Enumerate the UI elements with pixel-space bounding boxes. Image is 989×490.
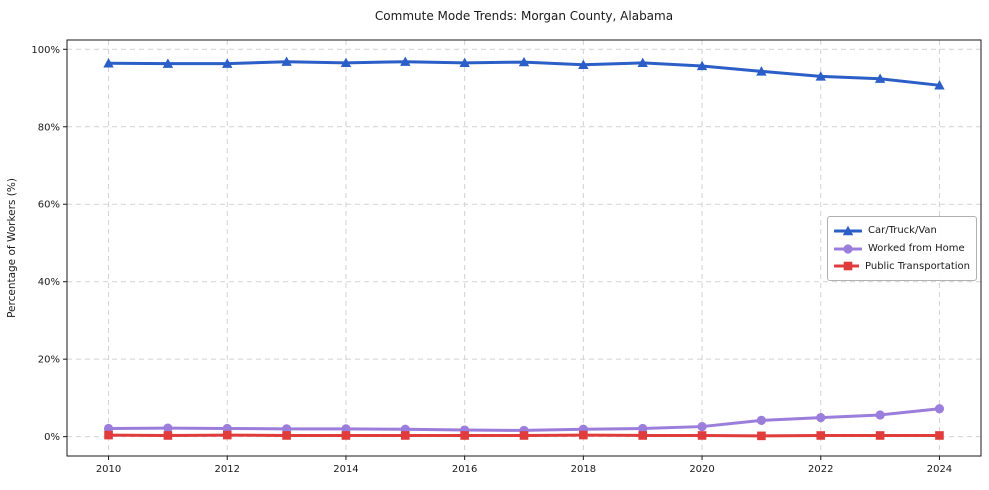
axes-layer: 2010 2012 2014 2016 2018 2020 2022 2024 0% 20% 40%…	[31, 39, 982, 475]
data-point-marker	[340, 57, 352, 68]
data-point-marker	[697, 431, 707, 440]
data-point-marker	[816, 413, 826, 423]
x-tick-label: 2022	[808, 464, 833, 475]
data-point-marker	[637, 57, 648, 68]
legend-marker	[843, 243, 853, 254]
legend-item: Worked from Home	[834, 240, 970, 258]
data-point-marker	[281, 56, 292, 66]
y-axis-label: Percentage of Workers (%)	[6, 178, 18, 318]
x-tick-label: 2010	[96, 464, 121, 475]
data-point-marker	[578, 59, 589, 69]
legend-label: Car/Truck/Van	[868, 225, 937, 237]
data-point-marker	[756, 415, 767, 425]
x-tick-label: 2014	[333, 464, 358, 475]
data-point-marker	[696, 60, 708, 71]
data-point-marker	[756, 66, 767, 76]
legend-item: Public Transportation	[834, 257, 970, 275]
x-tick-label: 2024	[927, 464, 952, 475]
data-point-marker	[400, 56, 411, 66]
y-tick-label: 20%	[38, 355, 60, 366]
data-point-marker	[638, 431, 648, 440]
data-point-marker	[638, 423, 648, 434]
legend-item: Car/Truck/Van	[834, 222, 970, 240]
data-point-marker	[697, 421, 707, 432]
legend-square-icon	[834, 261, 860, 271]
data-point-marker	[934, 80, 945, 90]
data-point-marker	[875, 431, 885, 440]
y-tick-label: 80%	[38, 122, 60, 133]
x-tick-label: 2018	[571, 464, 596, 475]
legend-circle-icon	[834, 243, 862, 254]
data-point-marker	[874, 73, 886, 83]
y-tick-label: 40%	[38, 277, 60, 288]
data-point-marker	[518, 56, 530, 67]
x-tick-label: 2012	[215, 464, 240, 475]
grid-layer	[67, 40, 981, 456]
y-tick-label: 0%	[44, 432, 60, 443]
x-tick-label: 2016	[452, 464, 477, 475]
x-tick-label: 2020	[689, 464, 714, 475]
data-point-marker	[104, 430, 113, 440]
legend-triangle-icon	[834, 225, 862, 236]
chart-title: Commute Mode Trends: Morgan County, Alab…	[375, 9, 673, 23]
data-point-marker	[815, 71, 826, 81]
data-point-marker	[163, 423, 173, 433]
data-point-marker	[934, 404, 945, 414]
data-point-marker	[935, 431, 944, 440]
y-tick-label: 100%	[31, 45, 60, 56]
data-point-marker	[400, 431, 410, 440]
y-tick-label: 60%	[38, 200, 60, 211]
legend-label: Public Transportation	[865, 260, 970, 272]
data-point-marker	[460, 431, 469, 440]
data-point-marker	[222, 430, 232, 440]
data-point-marker	[341, 431, 351, 440]
data-point-marker	[282, 431, 291, 440]
data-point-marker	[459, 57, 470, 68]
data-point-marker	[519, 431, 529, 440]
data-point-marker	[163, 431, 173, 440]
data-point-marker	[875, 410, 885, 420]
legend-label: Worked from Home	[868, 243, 965, 254]
series-layer	[103, 56, 945, 441]
data-point-marker	[816, 431, 826, 440]
data-point-marker	[103, 58, 114, 68]
data-point-marker	[757, 431, 766, 441]
data-point-marker	[579, 430, 588, 440]
legend-marker	[842, 225, 854, 236]
data-point-marker	[222, 58, 233, 68]
legend: Car/Truck/Van Worked from Home Public Tran…	[827, 216, 977, 281]
legend-marker	[843, 261, 853, 271]
data-point-marker	[162, 58, 174, 68]
axes-frame	[66, 39, 982, 457]
